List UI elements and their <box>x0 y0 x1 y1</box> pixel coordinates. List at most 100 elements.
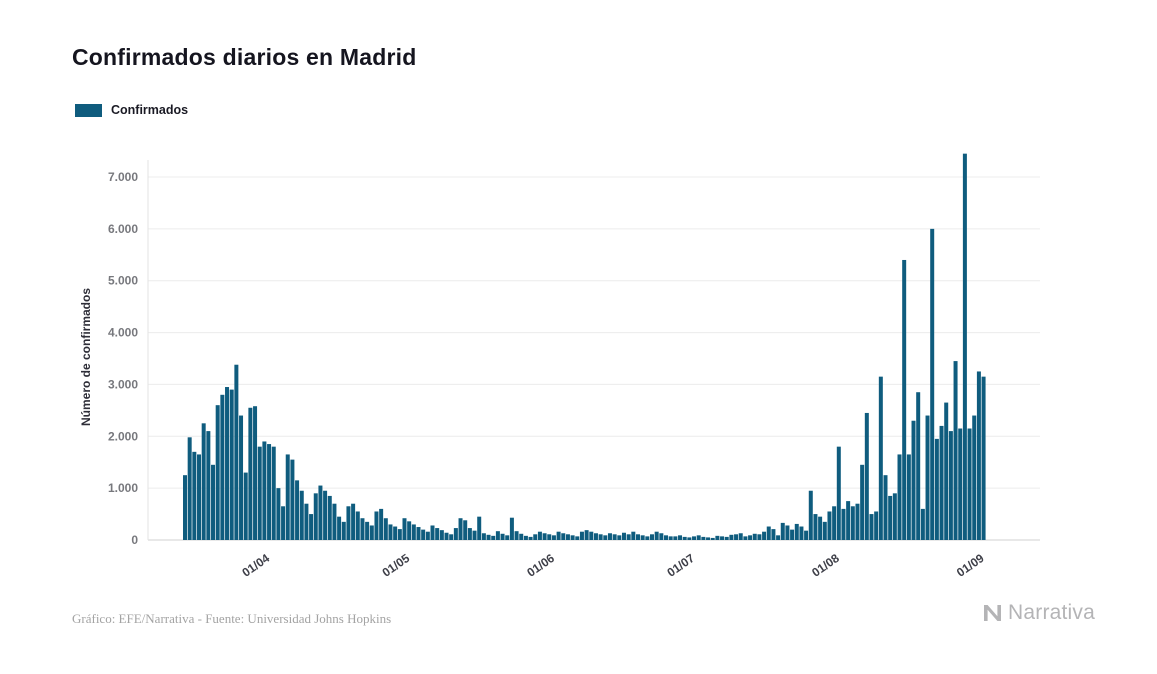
bar <box>360 518 365 540</box>
bar <box>715 535 720 540</box>
bar <box>962 153 967 540</box>
bar <box>869 514 874 540</box>
bar <box>860 464 865 540</box>
x-tick-label: 01/09 <box>954 551 987 580</box>
bar <box>874 511 879 540</box>
x-tick-label: 01/05 <box>380 551 413 580</box>
bar <box>491 535 496 540</box>
brand-name: Narrativa <box>1008 601 1095 624</box>
bar <box>635 534 640 540</box>
bar <box>972 415 977 540</box>
bar <box>309 514 314 540</box>
bar <box>327 495 332 540</box>
legend-swatch <box>75 103 102 117</box>
bar <box>346 506 351 540</box>
bar <box>449 534 454 540</box>
y-tick-label: 2.000 <box>108 429 138 443</box>
bar <box>808 490 813 540</box>
bar <box>397 529 402 540</box>
bar <box>743 536 748 540</box>
bar <box>281 506 286 540</box>
bar <box>804 530 809 540</box>
bar <box>948 431 953 540</box>
y-tick-label: 7.000 <box>108 170 138 184</box>
bar <box>701 536 706 540</box>
bar <box>388 524 393 540</box>
bar <box>640 535 645 540</box>
bar <box>425 531 430 540</box>
bar <box>248 407 253 540</box>
bar <box>603 535 608 540</box>
bar <box>528 536 533 540</box>
bar <box>678 535 683 540</box>
bar <box>911 420 916 540</box>
bar <box>748 535 753 540</box>
bar <box>906 454 911 540</box>
bar <box>790 529 795 540</box>
bar <box>757 534 762 540</box>
bar <box>612 534 617 540</box>
bar <box>234 364 239 540</box>
bar <box>897 454 902 540</box>
bar <box>902 259 907 540</box>
bar <box>206 431 211 540</box>
bar <box>776 535 781 540</box>
bar <box>197 454 202 540</box>
bar <box>416 527 421 540</box>
bar <box>215 405 220 540</box>
bar <box>257 446 262 540</box>
bar <box>864 412 869 540</box>
bar <box>664 535 669 540</box>
y-tick-label: 1.000 <box>108 481 138 495</box>
bar <box>593 533 598 540</box>
bar <box>892 493 897 540</box>
bar <box>267 444 272 540</box>
bar <box>762 531 767 540</box>
bar <box>981 376 986 540</box>
bar <box>551 535 556 540</box>
bar <box>925 415 930 540</box>
y-tick-label: 4.000 <box>108 326 138 340</box>
bar <box>729 534 734 540</box>
bar <box>589 531 594 540</box>
bar <box>692 536 697 540</box>
bar <box>262 441 267 540</box>
bar <box>818 516 823 540</box>
bar <box>617 535 622 540</box>
bar <box>696 535 701 540</box>
bar <box>846 501 851 540</box>
x-tick-label: 01/07 <box>664 551 697 580</box>
bar <box>561 533 566 540</box>
bar <box>411 524 416 540</box>
bar <box>500 533 505 540</box>
bar <box>374 511 379 540</box>
bar <box>383 518 388 540</box>
bar <box>621 532 626 540</box>
chart-title: Confirmados diarios en Madrid <box>72 44 417 70</box>
bar <box>337 516 342 540</box>
bar <box>444 532 449 540</box>
bar <box>318 485 323 540</box>
bar <box>944 402 949 540</box>
bar <box>570 535 575 540</box>
bar <box>243 472 248 540</box>
bar <box>304 503 309 540</box>
bar <box>687 537 692 540</box>
bar <box>598 534 603 540</box>
bar <box>822 521 827 540</box>
bar <box>939 425 944 540</box>
bar <box>519 533 524 540</box>
bar <box>430 525 435 540</box>
x-tick-label: 01/08 <box>809 551 842 580</box>
bar <box>393 526 398 540</box>
bar <box>668 536 673 540</box>
bar <box>542 533 547 540</box>
bar <box>827 511 832 540</box>
bar <box>710 537 715 540</box>
bar <box>486 534 491 540</box>
bar <box>225 387 230 540</box>
narrativa-n-icon <box>984 605 1001 621</box>
bar <box>584 530 589 540</box>
